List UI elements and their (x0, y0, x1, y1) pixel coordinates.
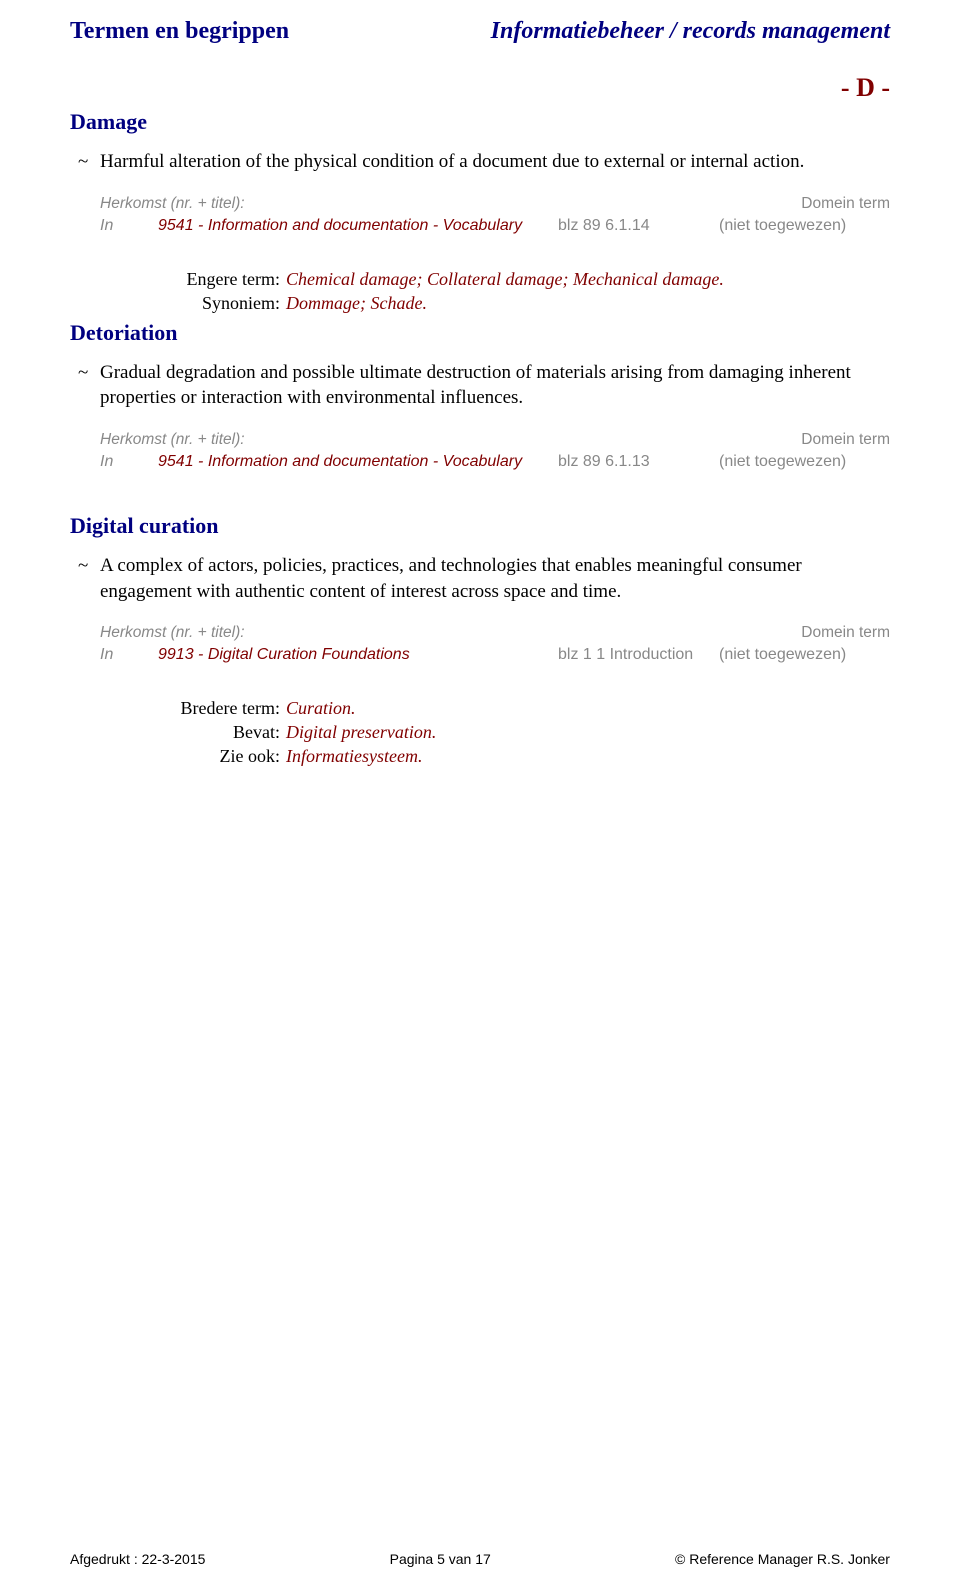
source-row: In 9541 - Information and documentation … (100, 217, 890, 235)
relations-block: Engere term: Chemical damage; Collateral… (160, 269, 890, 314)
herkomst-row: Herkomst (nr. + titel): Domein term (100, 421, 890, 449)
domein-label: Domein term (801, 624, 890, 642)
source-title: 9541 - Information and documentation - V… (158, 217, 558, 235)
source-in: In (100, 217, 158, 235)
term-definition: ~ Harmful alteration of the physical con… (100, 149, 890, 175)
relation-row: Bevat: Digital preservation. (160, 722, 890, 743)
relation-value: Digital preservation. (286, 722, 436, 743)
definition-block: ~ Harmful alteration of the physical con… (100, 149, 890, 235)
page: Termen en begrippen Informatiebeheer / r… (0, 0, 960, 1579)
definition-text: Gradual degradation and possible ultimat… (100, 362, 851, 409)
source-assign: (niet toegewezen) (719, 217, 846, 235)
term-definition: ~ Gradual degradation and possible ultim… (100, 360, 890, 411)
relation-row: Engere term: Chemical damage; Collateral… (160, 269, 890, 290)
definition-block: ~ Gradual degradation and possible ultim… (100, 360, 890, 471)
header-left: Termen en begrippen (70, 18, 289, 45)
source-blz: blz 1 1 Introduction (558, 646, 719, 664)
relation-row: Bredere term: Curation. (160, 698, 890, 719)
source-assign: (niet toegewezen) (719, 453, 846, 471)
source-row: In 9541 - Information and documentation … (100, 453, 890, 471)
tilde-icon: ~ (78, 360, 88, 386)
header-right: Informatiebeheer / records management (491, 18, 890, 45)
source-title: 9541 - Information and documentation - V… (158, 453, 558, 471)
source-row: In 9913 - Digital Curation Foundations b… (100, 646, 890, 664)
source-in: In (100, 453, 158, 471)
herkomst-label: Herkomst (nr. + titel): (100, 431, 245, 449)
relation-label: Synoniem: (160, 293, 286, 314)
letter-marker: - D - (70, 73, 890, 103)
footer-right: © Reference Manager R.S. Jonker (675, 1551, 890, 1567)
herkomst-label: Herkomst (nr. + titel): (100, 195, 245, 213)
footer-left: Afgedrukt : 22-3-2015 (70, 1551, 205, 1567)
page-header: Termen en begrippen Informatiebeheer / r… (70, 18, 890, 45)
relations-block: Bredere term: Curation. Bevat: Digital p… (160, 698, 890, 767)
herkomst-row: Herkomst (nr. + titel): Domein term (100, 185, 890, 213)
term-heading-detoriation: Detoriation (70, 320, 890, 346)
relation-value: Curation. (286, 698, 356, 719)
relation-label: Engere term: (160, 269, 286, 290)
source-assign: (niet toegewezen) (719, 646, 846, 664)
definition-block: ~ A complex of actors, policies, practic… (100, 553, 890, 664)
relation-label: Zie ook: (160, 746, 286, 767)
term-definition: ~ A complex of actors, policies, practic… (100, 553, 890, 604)
page-footer: Afgedrukt : 22-3-2015 Pagina 5 van 17 © … (70, 1551, 890, 1567)
definition-text: A complex of actors, policies, practices… (100, 555, 802, 602)
term-heading-digital-curation: Digital curation (70, 513, 890, 539)
domein-label: Domein term (801, 195, 890, 213)
relation-row: Zie ook: Informatiesysteem. (160, 746, 890, 767)
definition-text: Harmful alteration of the physical condi… (100, 151, 804, 172)
herkomst-label: Herkomst (nr. + titel): (100, 624, 245, 642)
relation-value: Informatiesysteem. (286, 746, 422, 767)
source-in: In (100, 646, 158, 664)
relation-value: Dommage; Schade. (286, 293, 427, 314)
source-blz: blz 89 6.1.14 (558, 217, 719, 235)
tilde-icon: ~ (78, 553, 88, 579)
tilde-icon: ~ (78, 149, 88, 175)
relation-value: Chemical damage; Collateral damage; Mech… (286, 269, 724, 290)
relation-label: Bevat: (160, 722, 286, 743)
term-heading-damage: Damage (70, 109, 890, 135)
relation-label: Bredere term: (160, 698, 286, 719)
source-title: 9913 - Digital Curation Foundations (158, 646, 558, 664)
source-blz: blz 89 6.1.13 (558, 453, 719, 471)
domein-label: Domein term (801, 431, 890, 449)
relation-row: Synoniem: Dommage; Schade. (160, 293, 890, 314)
footer-center: Pagina 5 van 17 (390, 1551, 491, 1567)
herkomst-row: Herkomst (nr. + titel): Domein term (100, 614, 890, 642)
